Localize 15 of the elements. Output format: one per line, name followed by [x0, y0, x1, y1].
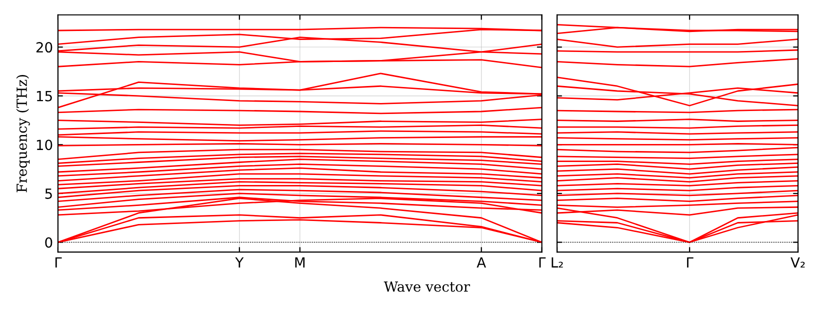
y-tick-label: 15 [36, 91, 52, 102]
x-tick-label: L₂ [552, 257, 563, 268]
x-tick-label: Y [235, 257, 244, 268]
y-tick-label: 20 [36, 42, 52, 53]
x-axis-title: Wave vector [384, 281, 470, 292]
x-tick-label: V₂ [790, 257, 805, 268]
x-tick-label: M [295, 257, 305, 268]
x-tick-label: Γ [539, 257, 546, 268]
y-axis-title: Frequency (THz) [16, 75, 30, 192]
x-tick-label: A [476, 257, 486, 268]
x-tick-label: Γ [55, 257, 62, 268]
y-tick-label: 5 [45, 188, 52, 199]
x-tick-label: Γ [687, 257, 694, 268]
y-tick-label: 0 [45, 237, 52, 248]
y-tick-label: 10 [36, 140, 52, 150]
